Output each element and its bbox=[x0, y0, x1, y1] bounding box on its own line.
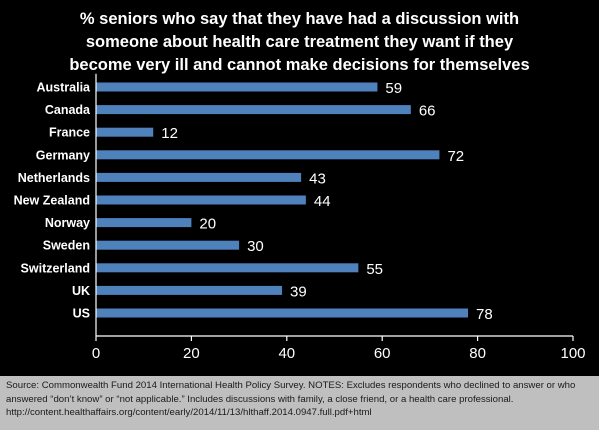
value-label-australia: 59 bbox=[385, 80, 402, 97]
value-label-canada: 66 bbox=[419, 103, 436, 120]
category-label-canada: Canada bbox=[45, 103, 91, 117]
category-label-norway: Norway bbox=[45, 216, 90, 230]
chart-title-line-1: % seniors who say that they have had a d… bbox=[79, 10, 520, 28]
source-note: Source: Commonwealth Fund 2014 Internati… bbox=[6, 380, 576, 418]
bar-france bbox=[96, 127, 154, 137]
category-label-australia: Australia bbox=[37, 81, 92, 95]
x-tick-label-40: 40 bbox=[278, 345, 295, 362]
bar-canada bbox=[96, 105, 411, 115]
bar-us bbox=[96, 308, 469, 318]
chart-title-line-2: someone about health care treatment they… bbox=[85, 33, 514, 51]
category-label-switzerland: Switzerland bbox=[21, 261, 90, 275]
bar-chart: Australia 59 Canada 66 France 12 Germany 72 Neth… bbox=[14, 73, 586, 362]
chart-title-line-3: become very ill and cannot make decision… bbox=[69, 56, 530, 74]
category-label-germany: Germany bbox=[36, 148, 90, 162]
value-label-germany: 72 bbox=[447, 148, 464, 165]
bars-layer: Australia 59 Canada 66 France 12 Germany 72 Neth… bbox=[14, 80, 493, 323]
x-tick-label-60: 60 bbox=[374, 345, 391, 362]
value-label-uk: 39 bbox=[290, 283, 307, 300]
value-label-netherlands: 43 bbox=[309, 170, 326, 187]
chart-title: % seniors who say that they have had a d… bbox=[0, 8, 599, 77]
category-label-us: US bbox=[73, 307, 90, 321]
category-label-sweden: Sweden bbox=[43, 239, 90, 253]
x-tick-label-20: 20 bbox=[183, 345, 200, 362]
value-label-norway: 20 bbox=[199, 216, 216, 233]
category-label-france: France bbox=[49, 126, 90, 140]
category-label-netherlands: Netherlands bbox=[18, 171, 90, 185]
category-label-uk: UK bbox=[72, 284, 90, 298]
bar-sweden bbox=[96, 240, 240, 250]
bar-netherlands bbox=[96, 172, 302, 182]
value-label-switzerland: 55 bbox=[366, 261, 383, 278]
x-tick-label-0: 0 bbox=[92, 345, 100, 362]
x-tick-label-80: 80 bbox=[469, 345, 486, 362]
value-label-new-zealand: 44 bbox=[314, 193, 331, 210]
source-footer: Source: Commonwealth Fund 2014 Internati… bbox=[0, 376, 599, 430]
value-label-sweden: 30 bbox=[247, 238, 264, 255]
category-label-new-zealand: New Zealand bbox=[14, 194, 90, 208]
bar-australia bbox=[96, 82, 378, 92]
value-label-france: 12 bbox=[161, 125, 178, 142]
bar-germany bbox=[96, 150, 440, 160]
bar-new-zealand bbox=[96, 195, 306, 205]
bar-uk bbox=[96, 285, 283, 295]
x-axis: 0 20 40 60 80 100 bbox=[92, 73, 586, 362]
x-tick-label-100: 100 bbox=[560, 345, 585, 362]
value-label-us: 78 bbox=[476, 306, 493, 323]
bar-norway bbox=[96, 218, 192, 228]
bar-switzerland bbox=[96, 263, 359, 273]
